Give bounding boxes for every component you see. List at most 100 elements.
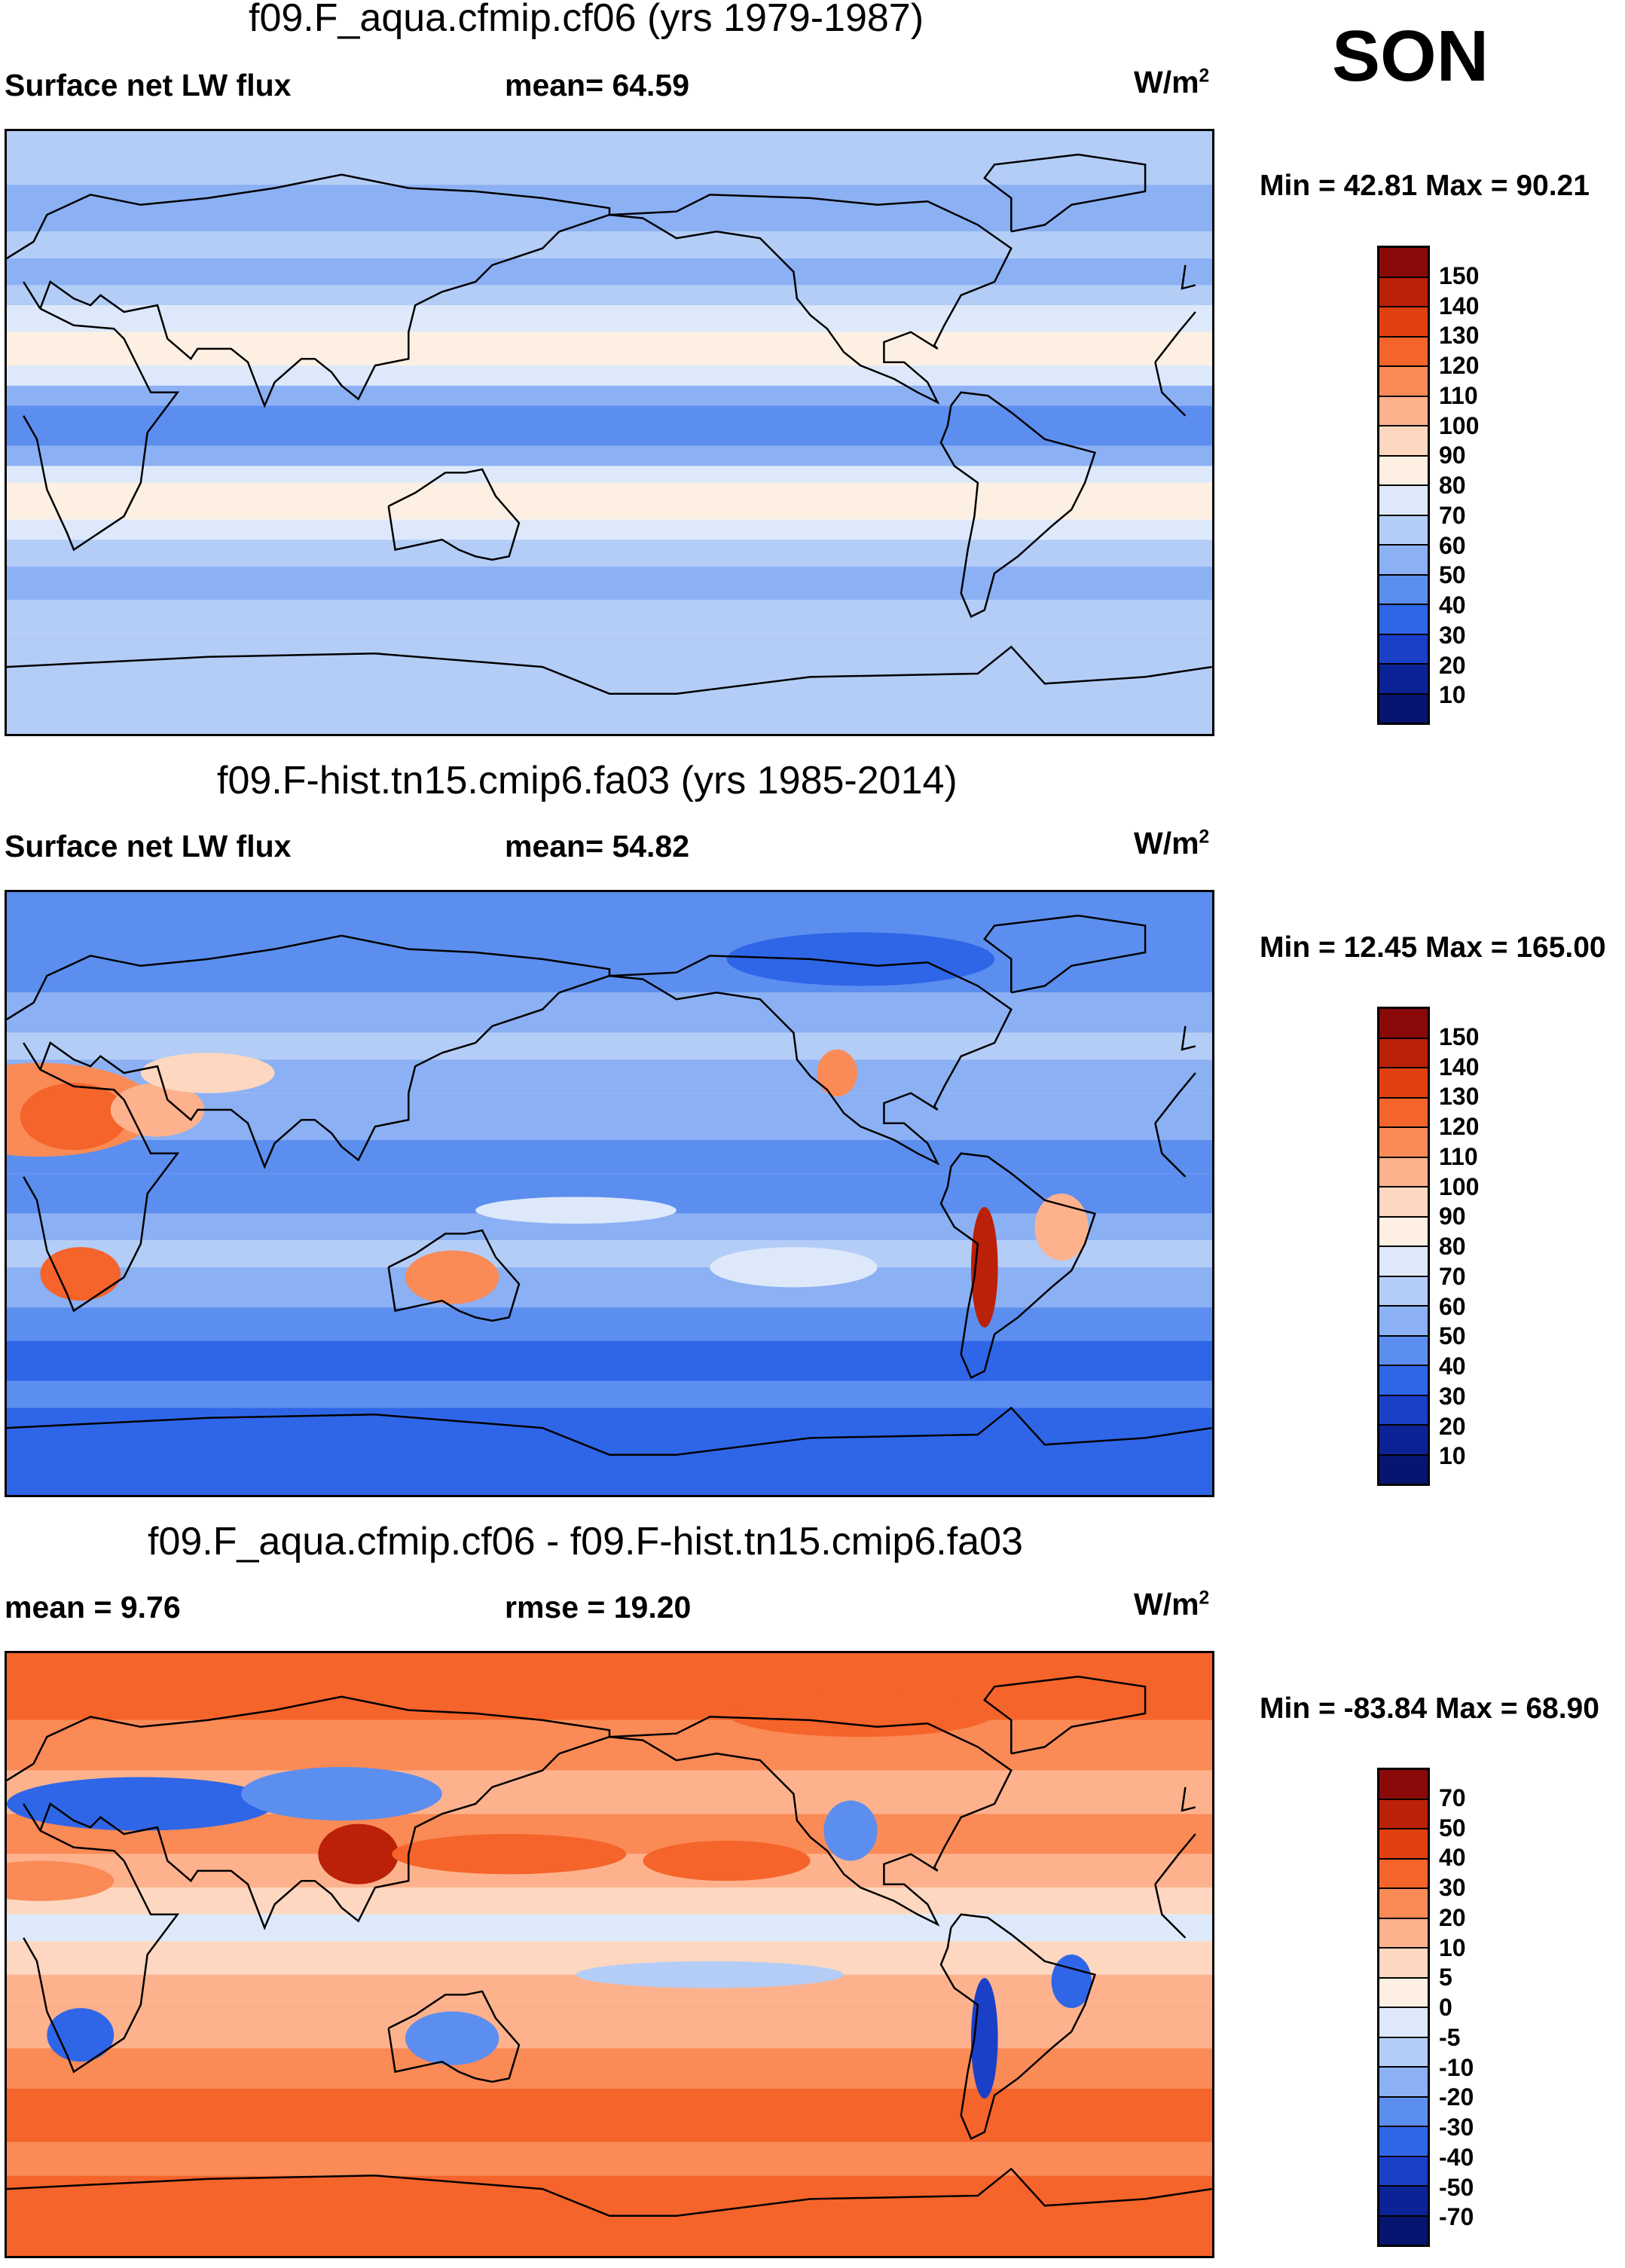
- field-band: [7, 1307, 1212, 1341]
- colorbar-tick-label: 80: [1439, 472, 1466, 499]
- field-feature: [110, 1083, 205, 1137]
- field-band: [7, 131, 1212, 185]
- field-band: [7, 1887, 1212, 1915]
- colorbar-swatch: [1379, 1770, 1428, 1799]
- panel-2-variable-label: Surface net LW flux: [5, 829, 292, 863]
- colorbar-swatch: [1379, 1126, 1428, 1157]
- field-feature: [405, 2011, 499, 2065]
- colorbar-swatch: [1379, 2126, 1428, 2156]
- colorbar-swatch: [1379, 1798, 1428, 1828]
- field-band: [7, 519, 1212, 540]
- colorbar-tick-label: -5: [1439, 2023, 1461, 2051]
- field-band: [7, 482, 1212, 520]
- colorbar-tick-label: 120: [1439, 1113, 1480, 1140]
- colorbar-tick-label: 10: [1439, 681, 1466, 709]
- colorbar-swatch: [1379, 1156, 1428, 1186]
- colorbar-swatch: [1379, 248, 1428, 277]
- coastline: [7, 1695, 1196, 1930]
- colorbar-swatch: [1379, 633, 1428, 663]
- colorbar-tick-label: 70: [1439, 501, 1466, 529]
- colorbar-swatch: [1379, 425, 1428, 455]
- colorbar-swatch: [1379, 573, 1428, 604]
- coastline: [7, 1406, 1212, 1456]
- field-band: [7, 1240, 1212, 1267]
- field-band: [7, 1719, 1212, 1771]
- coastline: [387, 1990, 521, 2083]
- coastline: [939, 1152, 1097, 1380]
- colorbar-tick-label: 10: [1439, 1933, 1466, 1961]
- field-feature: [7, 1860, 115, 1901]
- colorbar-swatch: [1379, 276, 1428, 306]
- field-feature: [726, 932, 995, 986]
- coastline: [7, 2167, 1212, 2217]
- field-band: [7, 285, 1212, 306]
- panel-3-colorbar: [1377, 1768, 1430, 2247]
- colorbar-swatch: [1379, 663, 1428, 693]
- colorbar-swatch: [1379, 1917, 1428, 1947]
- panel-1-title: f09.F_aqua.cfmip.cf06 (yrs 1979-1987): [249, 0, 924, 40]
- coastline: [23, 1068, 1196, 1313]
- colorbar-tick-label: 0: [1439, 1994, 1452, 2021]
- colorbar-swatch: [1379, 1453, 1428, 1484]
- field-feature: [40, 1247, 121, 1301]
- field-feature: [823, 1800, 878, 1861]
- colorbar-swatch: [1379, 2066, 1428, 2096]
- coastline: [609, 955, 1013, 1166]
- field-band: [7, 2088, 1212, 2142]
- coastline: [387, 1229, 521, 1322]
- field-band: [7, 1408, 1212, 1495]
- coastline: [983, 1675, 1147, 1755]
- field-band: [7, 385, 1212, 406]
- colorbar-tick-label: 60: [1439, 531, 1466, 559]
- colorbar-swatch: [1379, 365, 1428, 396]
- field-band: [7, 1653, 1212, 1720]
- colorbar-tick-label: -30: [1439, 2114, 1474, 2141]
- panel-2-title: f09.F-hist.tn15.cmip6.fa03 (yrs 1985-201…: [217, 759, 958, 802]
- colorbar-swatch: [1379, 454, 1428, 484]
- field-band: [7, 1914, 1212, 1942]
- panel-2-mean-label: mean= 54.82: [505, 829, 690, 863]
- field-feature: [7, 1777, 275, 1831]
- field-feature: [140, 1053, 275, 1093]
- field-band: [7, 1267, 1212, 1308]
- colorbar-swatch: [1379, 1275, 1428, 1305]
- field-feature: [817, 1049, 857, 1097]
- field-band: [7, 2141, 1212, 2176]
- field-band: [7, 1139, 1212, 1174]
- panel-1-minmax: Min = 42.81 Max = 90.21: [1260, 170, 1590, 202]
- colorbar-swatch: [1379, 1365, 1428, 1395]
- coastline: [609, 1716, 1013, 1927]
- coastline: [7, 173, 1196, 408]
- panel-3-units: W/m2: [1134, 1587, 1210, 1622]
- colorbar-tick-label: 150: [1439, 261, 1480, 289]
- panel-2-map: [5, 890, 1214, 1497]
- colorbar-tick-label: 40: [1439, 1353, 1466, 1380]
- colorbar-tick-label: 10: [1439, 1442, 1466, 1470]
- colorbar-swatch: [1379, 2095, 1428, 2126]
- field-feature: [475, 1197, 677, 1224]
- coastline: [23, 1829, 1196, 2074]
- colorbar-swatch: [1379, 1037, 1428, 1067]
- panel-3-rmse-label: rmse = 19.20: [505, 1590, 692, 1625]
- colorbar-swatch: [1379, 484, 1428, 515]
- field-band: [7, 1093, 1212, 1140]
- field-band: [7, 633, 1212, 734]
- colorbar-swatch: [1379, 544, 1428, 574]
- colorbar-swatch: [1379, 514, 1428, 544]
- colorbar-swatch: [1379, 395, 1428, 425]
- field-band: [7, 2001, 1212, 2049]
- panel-3-map-svg: [7, 1653, 1212, 2256]
- panel-2-colorbar-labels: 150 140 130 120 110 100 90 80 70 60 50 40 30 20 10: [1439, 1007, 1590, 1486]
- panel-2-colorbar: [1377, 1007, 1430, 1486]
- panel-1-variable-label: Surface net LW flux: [5, 68, 292, 102]
- field-band: [7, 992, 1212, 1033]
- colorbar-tick-label: 50: [1439, 561, 1466, 589]
- colorbar-tick-label: 20: [1439, 1903, 1466, 1931]
- colorbar-swatch: [1379, 2036, 1428, 2066]
- colorbar-tick-label: -50: [1439, 2173, 1474, 2201]
- coastline: [7, 645, 1212, 695]
- colorbar-swatch: [1379, 1305, 1428, 1335]
- field-band: [7, 445, 1212, 466]
- colorbar-tick-label: -40: [1439, 2143, 1474, 2171]
- colorbar-swatch: [1379, 1424, 1428, 1454]
